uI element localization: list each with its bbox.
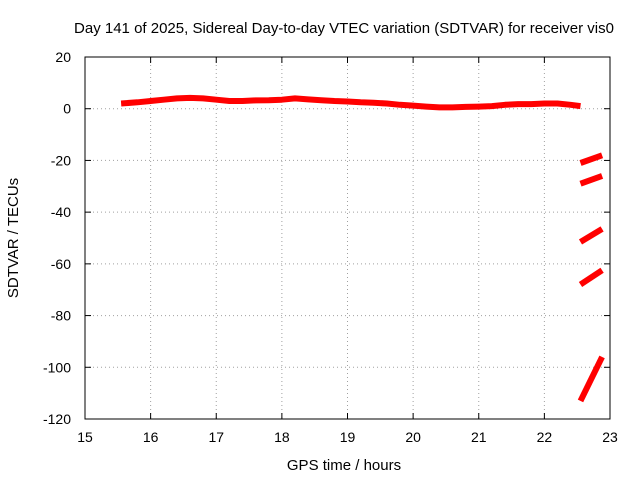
axis-ticks: 15 16 17 18 19 20 21 22 23 20 0 -20 -40 -60 -80 -100 -12… xyxy=(43,49,618,445)
series-arc2 xyxy=(579,173,604,187)
series-group xyxy=(120,94,605,403)
x-tick-label: 18 xyxy=(274,429,290,445)
series-arc1 xyxy=(579,152,604,166)
x-tick-label: 17 xyxy=(208,429,224,445)
x-tick-label: 19 xyxy=(340,429,356,445)
y-tick-label: -60 xyxy=(51,256,71,272)
x-tick-label: 22 xyxy=(537,429,553,445)
series-arc5 xyxy=(577,355,605,403)
series-arc3 xyxy=(578,226,604,245)
y-tick-label: -20 xyxy=(51,152,71,168)
x-tick-label: 20 xyxy=(405,429,421,445)
y-tick-label: -40 xyxy=(51,204,71,220)
x-tick-label: 16 xyxy=(143,429,159,445)
x-tick-label: 21 xyxy=(471,429,487,445)
chart-title: Day 141 of 2025, Sidereal Day-to-day VTE… xyxy=(74,20,614,37)
y-tick-label: 0 xyxy=(63,101,71,117)
y-tick-label: 20 xyxy=(55,49,71,65)
series-main xyxy=(120,94,581,111)
x-tick-label: 15 xyxy=(77,429,93,445)
y-axis-label: SDTVAR / TECUs xyxy=(5,178,22,298)
y-tick-label: -100 xyxy=(43,359,71,375)
x-tick-label: 23 xyxy=(602,429,618,445)
grid xyxy=(85,57,610,419)
y-tick-label: -80 xyxy=(51,308,71,324)
y-tick-label: -120 xyxy=(43,411,71,427)
series-arc4 xyxy=(578,267,604,288)
x-axis-label: GPS time / hours xyxy=(287,457,401,474)
